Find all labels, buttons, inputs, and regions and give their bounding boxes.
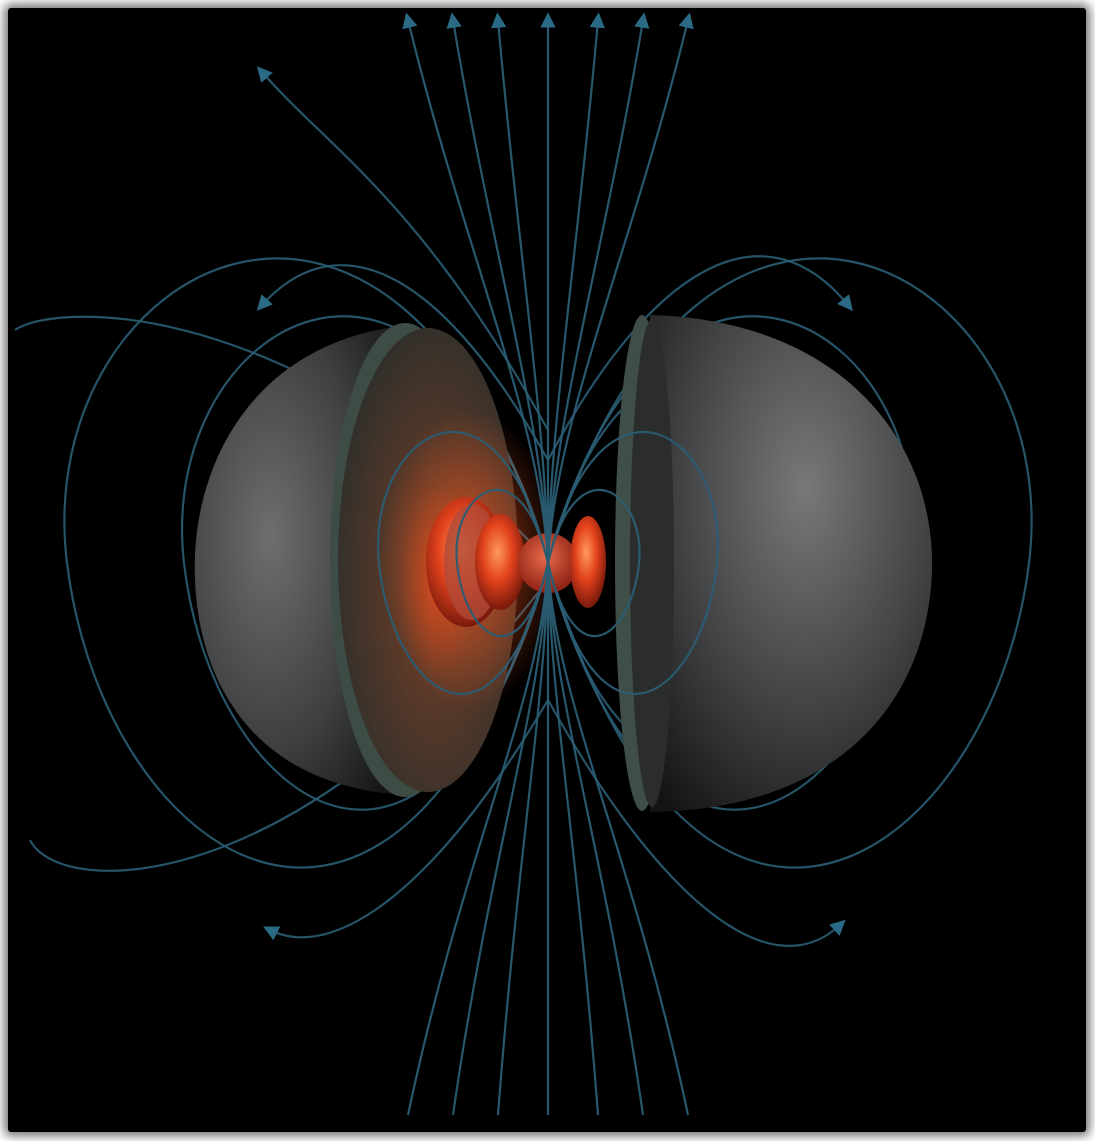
illustration-frame: [8, 8, 1086, 1132]
outer-core-ring: [475, 514, 525, 610]
moon-magnetic-field-illustration: [8, 8, 1086, 1132]
right-crust-inner: [630, 319, 674, 807]
right-hemisphere: [615, 315, 932, 812]
right-moon-surface: [650, 315, 932, 812]
outer-core-right: [570, 516, 606, 608]
